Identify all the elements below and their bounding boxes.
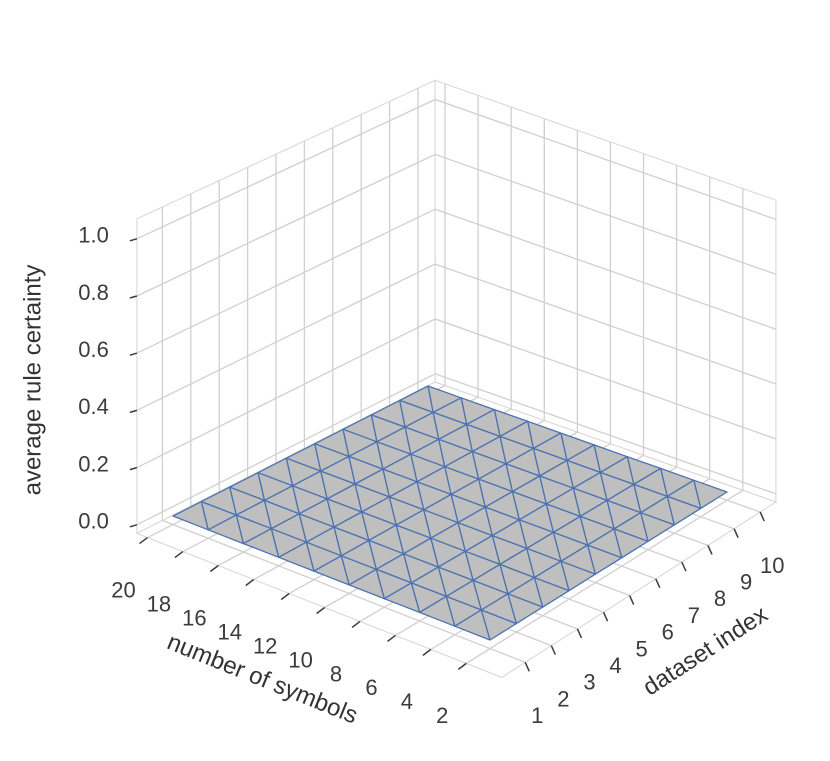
y-tick xyxy=(245,578,255,587)
y-tick-label: 14 xyxy=(218,619,242,644)
grid-line xyxy=(136,208,777,354)
x-tick xyxy=(681,561,687,572)
z-tick xyxy=(129,238,138,242)
y-tick-label: 12 xyxy=(253,633,277,658)
x-tick xyxy=(759,511,765,522)
x-tick-label: 4 xyxy=(609,653,621,678)
x-tick-label: 5 xyxy=(636,636,648,661)
z-tick-label: 1.0 xyxy=(78,223,109,248)
surface-face xyxy=(172,500,209,531)
z-tick xyxy=(129,524,138,528)
y-tick-label: 10 xyxy=(288,647,312,672)
y-tick xyxy=(209,564,219,573)
surface-face xyxy=(278,541,315,572)
z-tick-label: 0.8 xyxy=(78,280,109,305)
grid-line xyxy=(136,373,777,526)
x-tick-label: 7 xyxy=(688,603,700,628)
grid-line xyxy=(136,318,777,469)
x-tick xyxy=(524,662,530,672)
grid-line xyxy=(136,98,777,240)
y-tick-label: 6 xyxy=(365,675,377,700)
grid-line xyxy=(136,263,777,411)
x-tick-label: 9 xyxy=(740,570,752,595)
x-tick xyxy=(602,611,609,622)
surface-face xyxy=(242,528,280,558)
x-tick-label: 2 xyxy=(557,686,569,711)
x-tick xyxy=(733,528,739,539)
x-tick xyxy=(707,545,713,555)
y-tick-label: 18 xyxy=(147,591,171,616)
y-tick-label: 4 xyxy=(401,689,413,714)
x-tick-label: 10 xyxy=(760,553,784,578)
x-tick-label: 3 xyxy=(583,670,595,695)
y-tick xyxy=(280,592,290,601)
z-tick xyxy=(129,295,138,299)
x-tick xyxy=(550,645,557,655)
z-axis-label: average rule certainty xyxy=(19,265,46,496)
surface xyxy=(172,385,728,641)
y-tick xyxy=(457,662,467,670)
grid-line xyxy=(161,206,526,663)
x-tick-label: 1 xyxy=(531,703,543,728)
y-tick-label: 2 xyxy=(436,703,448,728)
surface-face xyxy=(207,514,245,545)
z-tick xyxy=(129,352,138,356)
surface-face xyxy=(313,555,350,586)
ticks: 1234567891024681012141618200.00.20.40.60… xyxy=(78,223,784,729)
x-axis-label: dataset index xyxy=(638,601,772,701)
z-tick-label: 0.2 xyxy=(78,451,109,476)
y-tick xyxy=(174,550,184,559)
z-tick xyxy=(129,466,138,471)
z-tick xyxy=(129,409,138,414)
y-tick xyxy=(422,648,432,657)
z-tick-label: 0.6 xyxy=(78,337,109,362)
surface-face xyxy=(454,609,491,641)
x-tick xyxy=(576,628,583,639)
y-tick-label: 16 xyxy=(182,605,206,630)
y-tick xyxy=(316,606,326,615)
x-tick-label: 6 xyxy=(662,620,674,645)
surface-face xyxy=(383,582,421,614)
z-tick-label: 0.4 xyxy=(78,394,109,419)
x-tick-label: 8 xyxy=(714,586,726,611)
grid-line xyxy=(136,153,777,297)
x-tick xyxy=(628,595,635,605)
y-tick-label: 20 xyxy=(111,577,135,602)
x-tick xyxy=(655,578,661,589)
surface-face xyxy=(348,568,385,600)
y-tick xyxy=(139,536,148,545)
y-tick xyxy=(351,620,361,629)
grid-line xyxy=(465,188,744,664)
y-tick-label: 8 xyxy=(330,661,342,686)
z-tick-label: 0.0 xyxy=(78,509,109,534)
y-tick xyxy=(387,634,396,643)
surface-face xyxy=(418,595,456,627)
